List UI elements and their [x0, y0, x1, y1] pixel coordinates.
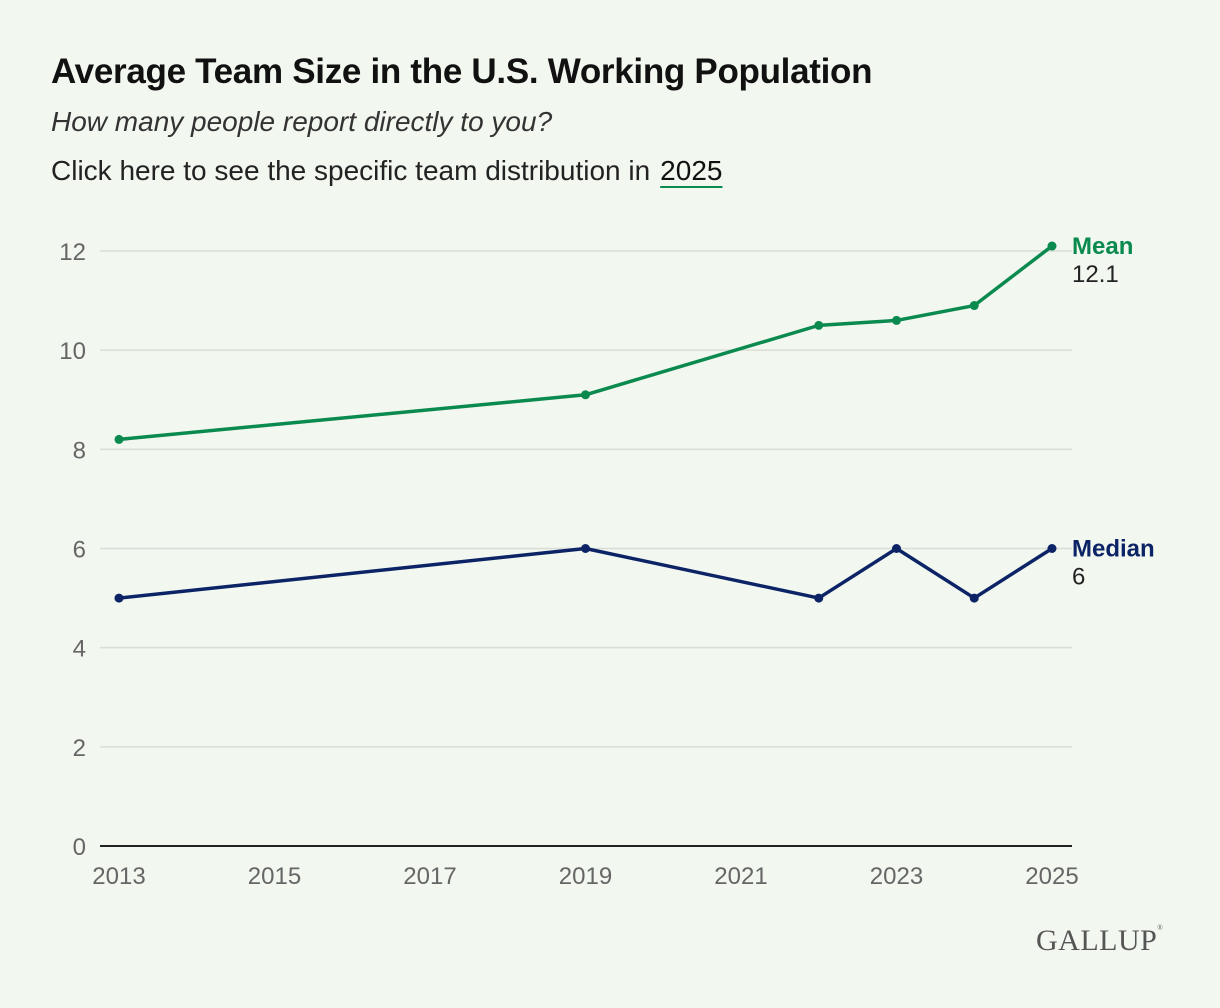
data-point [814, 320, 824, 330]
year-link[interactable]: 2025 [660, 155, 723, 186]
x-tick-label: 2017 [403, 863, 456, 890]
data-point [581, 390, 590, 400]
data-point [114, 434, 124, 444]
data-point [892, 544, 901, 553]
data-point [814, 593, 824, 603]
logo-text: GALLUP [1036, 924, 1158, 957]
x-tick-label: 2023 [870, 863, 923, 890]
x-tick-label: 2015 [248, 863, 301, 890]
y-tick-label: 8 [73, 437, 86, 464]
data-point [969, 593, 979, 603]
data-point [1047, 241, 1057, 251]
x-tick-label: 2013 [92, 863, 145, 890]
distribution-prompt: Click here to see the specific team dist… [51, 155, 722, 187]
y-tick-label: 0 [73, 834, 86, 861]
y-tick-label: 10 [59, 338, 86, 365]
x-tick-label: 2019 [559, 863, 612, 890]
y-tick-label: 2 [73, 735, 86, 762]
data-point [581, 544, 590, 553]
x-tick-label: 2025 [1025, 863, 1078, 890]
y-tick-label: 4 [73, 636, 86, 663]
series-label: Median [1072, 536, 1155, 563]
chart-title: Average Team Size in the U.S. Working Po… [51, 52, 873, 91]
series-line-mean [118, 244, 1054, 442]
series-label: Mean [1072, 233, 1133, 260]
y-tick-label: 6 [73, 537, 86, 564]
data-point [969, 301, 979, 311]
gallup-logo: GALLUP® [1036, 924, 1164, 957]
series-line-median [118, 546, 1053, 600]
chart-subtitle: How many people report directly to you? [51, 106, 553, 137]
prompt-text: Click here to see the specific team dist… [51, 155, 651, 186]
x-tick-label: 2021 [714, 863, 767, 890]
data-point [114, 593, 124, 603]
y-tick-label: 12 [59, 239, 86, 266]
data-point [1047, 544, 1057, 553]
data-point [892, 315, 901, 325]
end-value-label: 12.1 [1072, 261, 1119, 288]
end-value-label: 6 [1072, 564, 1085, 591]
